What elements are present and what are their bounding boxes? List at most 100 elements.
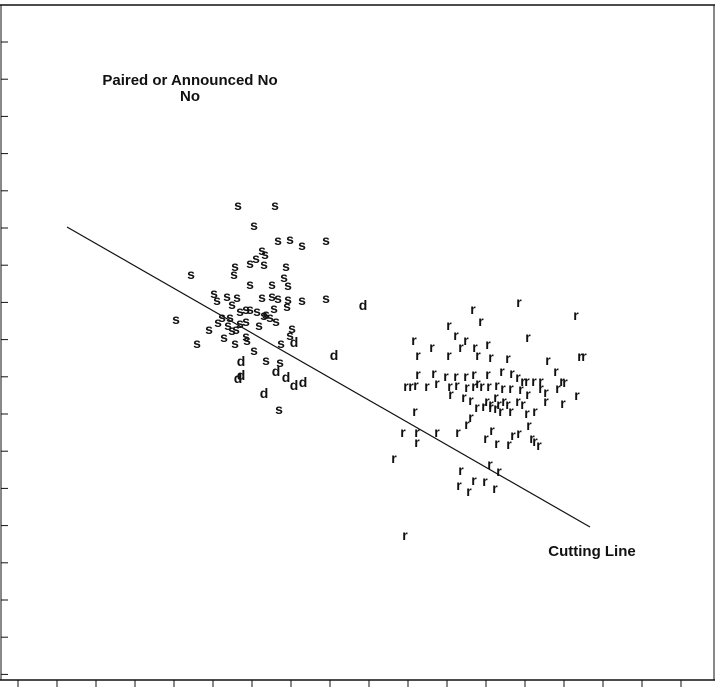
annotation-line-2: No (180, 88, 200, 105)
data-point-r: r (488, 349, 494, 365)
data-point-s: s (242, 301, 250, 317)
data-point-r: r (455, 424, 461, 440)
data-point-r: r (494, 435, 500, 451)
data-point-r: r (543, 384, 549, 400)
data-point-s: s (218, 309, 226, 325)
data-point-s: s (250, 342, 258, 358)
data-point-r: r (581, 348, 587, 364)
data-point-r: r (516, 294, 522, 310)
data-point-r: r (483, 430, 489, 446)
data-point-r: r (493, 400, 499, 416)
data-point-r: r (573, 307, 579, 323)
data-point-r: r (479, 378, 485, 394)
data-point-r: r (536, 437, 542, 453)
data-point-r: r (509, 365, 515, 381)
data-point-r: r (488, 396, 494, 412)
data-point-r: r (414, 434, 420, 450)
data-point-r: r (524, 373, 530, 389)
data-point-r: r (487, 456, 493, 472)
data-point-r: r (453, 368, 459, 384)
data-point-r: r (414, 424, 420, 440)
data-point-r: r (470, 301, 476, 317)
data-point-s: s (277, 335, 285, 351)
data-point-s: s (258, 242, 266, 258)
data-point-r: r (538, 380, 544, 396)
data-point-s: s (231, 258, 239, 274)
data-point-r: r (510, 427, 516, 443)
data-point-d: d (260, 385, 269, 401)
data-point-s: s (288, 320, 296, 336)
data-point-r: r (448, 386, 454, 402)
data-point-r: r (453, 327, 459, 343)
data-point-s: s (236, 315, 244, 331)
data-point-r: r (471, 366, 477, 382)
data-point-d: d (290, 377, 299, 393)
data-point-d: d (282, 369, 291, 385)
data-point-s: s (223, 288, 231, 304)
data-point-r: r (454, 377, 460, 393)
data-point-r: r (456, 477, 462, 493)
data-point-s: s (232, 321, 240, 337)
data-point-r: r (538, 373, 544, 389)
data-point-d: d (299, 374, 308, 390)
data-point-r: r (499, 363, 505, 379)
data-point-s: s (233, 289, 241, 305)
data-point-s: s (243, 332, 251, 348)
data-point-r: r (531, 373, 537, 389)
data-point-s: s (210, 285, 218, 301)
data-point-s: s (260, 256, 268, 272)
data-point-r: r (508, 380, 514, 396)
data-point-r: r (403, 378, 409, 394)
data-point-s: s (298, 292, 306, 308)
data-point-r: r (520, 373, 526, 389)
data-point-r: r (555, 380, 561, 396)
data-point-s: s (246, 276, 254, 292)
data-point-r: r (391, 450, 397, 466)
data-point-s: s (252, 250, 260, 266)
data-point-r: r (505, 350, 511, 366)
data-point-r: r (520, 396, 526, 412)
annotation-line-1: Paired or Announced No (102, 72, 277, 89)
data-point-s: s (274, 290, 282, 306)
data-point-r: r (434, 375, 440, 391)
data-point-s: s (322, 232, 330, 248)
data-point-r: r (463, 368, 469, 384)
data-point-r: r (468, 409, 474, 425)
data-point-s: s (286, 231, 294, 247)
data-point-r: r (415, 347, 421, 363)
data-point-s: s (268, 276, 276, 292)
data-point-s: s (298, 237, 306, 253)
data-point-r: r (496, 463, 502, 479)
data-point-s: s (193, 335, 201, 351)
data-point-r: r (525, 329, 531, 345)
data-point-r: r (468, 392, 474, 408)
data-point-r: r (524, 405, 530, 421)
data-point-r: r (518, 381, 524, 397)
data-point-s: s (205, 321, 213, 337)
data-point-r: r (492, 480, 498, 496)
data-point-s: s (246, 255, 254, 271)
data-point-r: r (543, 393, 549, 409)
data-point-r: r (516, 425, 522, 441)
data-point-s: s (282, 258, 290, 274)
data-point-s: s (322, 290, 330, 306)
data-point-s: s (253, 303, 261, 319)
data-point-s: s (276, 354, 284, 370)
data-point-r: r (494, 377, 500, 393)
data-point-r: r (498, 403, 504, 419)
data-point-r: r (493, 389, 499, 405)
data-point-r: r (529, 430, 535, 446)
data-point-r: r (402, 527, 408, 543)
data-point-s: s (246, 301, 254, 317)
data-point-s: s (286, 327, 294, 343)
data-point-r: r (508, 403, 514, 419)
data-point-d: d (359, 297, 368, 313)
data-point-r: r (574, 387, 580, 403)
data-point-r: r (472, 339, 478, 355)
data-point-s: s (187, 266, 195, 282)
data-point-r: r (501, 393, 507, 409)
data-marks: s sss s s sss ss s s ss s sss ss ss s s ss s s ss s s s s ss s s s… (172, 197, 587, 543)
data-point-s: s (270, 300, 278, 316)
data-point-s: s (284, 277, 292, 293)
data-point-r: r (415, 366, 421, 382)
